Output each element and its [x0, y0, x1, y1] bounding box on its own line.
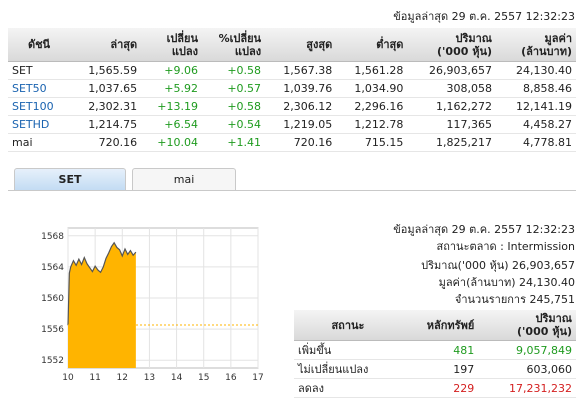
breadth-cell-label: ไม่เปลี่ยนแปลง — [294, 359, 402, 379]
cell-high: 720.16 — [265, 133, 337, 152]
index-summary-table: ดัชนี ล่าสุด เปลี่ยน แปลง %เปลี่ยน แปลง สู… — [8, 28, 576, 152]
x-tick-label: 13 — [144, 373, 155, 383]
market-tab-bar: SET mai — [8, 168, 576, 191]
index-name-link[interactable]: SETHD — [8, 115, 71, 134]
cell-volume: 1,162,272 — [407, 97, 497, 116]
cell-last: 2,302.31 — [70, 97, 142, 116]
market-status-text: สถานะตลาด : Intermission — [436, 240, 576, 253]
cell-low: 1,212.78 — [336, 115, 408, 134]
y-tick-label: 1556 — [41, 325, 64, 335]
x-tick-label: 10 — [62, 373, 74, 383]
y-tick-label: 1560 — [41, 294, 64, 304]
total-deals-text: จำนวนรายการ 245,751 — [454, 293, 575, 306]
table-row: mai 720.16 +10.04 +1.41 720.16 715.15 1,825,21… — [8, 133, 576, 152]
chart-last-updated-text: ข้อมูลล่าสุด 29 ต.ค. 2557 12:32:23 — [393, 223, 575, 236]
col-header-value: มูลค่า (ล้านบาท) — [496, 28, 576, 62]
cell-pct: +1.41 — [202, 133, 266, 152]
x-tick-label: 17 — [252, 373, 263, 383]
cell-low: 1,034.90 — [336, 79, 408, 98]
breadth-cell-count: 229 — [401, 378, 479, 398]
total-volume-text: ปริมาณ('000 หุ้น) 26,903,657 — [421, 259, 575, 272]
col-header-index: ดัชนี — [8, 28, 71, 62]
cell-last: 1,037.65 — [70, 79, 142, 98]
series-line — [67, 241, 137, 326]
tab-set[interactable]: SET — [14, 168, 126, 190]
table-row: SET100 2,302.31 +13.19 +0.58 2,306.12 2,296.1… — [8, 97, 576, 116]
x-tick-label: 11 — [89, 373, 100, 383]
breadth-cell-count: 197 — [401, 359, 479, 379]
index-table-header-row: ดัชนี ล่าสุด เปลี่ยน แปลง %เปลี่ยน แปลง สู… — [8, 28, 576, 62]
x-tick-label: 15 — [198, 373, 209, 383]
col-header-change: เปลี่ยน แปลง — [141, 28, 203, 62]
col-header-high: สูงสุด — [265, 28, 337, 62]
cell-pct: +0.57 — [202, 79, 266, 98]
table-row: ไม่เปลี่ยนแปลง 197 603,060 — [294, 359, 576, 379]
series-area — [68, 242, 136, 368]
breadth-cell-volume: 17,231,232 — [478, 378, 576, 398]
cell-last: 1,214.75 — [70, 115, 142, 134]
col-header-low: ต่ำสุด — [336, 28, 408, 62]
cell-value: 24,130.40 — [496, 61, 576, 80]
breadth-cell-label: เพิ่มขึ้น — [294, 340, 402, 360]
table-row: SET 1,565.59 +9.06 +0.58 1,567.38 1,561.28 26,… — [8, 61, 576, 80]
cell-value: 8,858.46 — [496, 79, 576, 98]
index-name-link: SET — [8, 61, 71, 80]
cell-volume: 117,365 — [407, 115, 497, 134]
breadth-header-row: สถานะ หลักทรัพย์ ปริมาณ ('000 หุ้น) — [294, 310, 576, 341]
x-tick-label: 16 — [225, 373, 237, 383]
cell-change: +6.54 — [141, 115, 203, 134]
cell-change: +5.92 — [141, 79, 203, 98]
breadth-cell-count: 481 — [401, 340, 479, 360]
cell-change: +13.19 — [141, 97, 203, 116]
col-header-breadth-volume: ปริมาณ ('000 หุ้น) — [478, 310, 576, 341]
y-tick-label: 1552 — [41, 356, 64, 366]
table-row: ลดลง 229 17,231,232 — [294, 378, 576, 398]
cell-low: 2,296.16 — [336, 97, 408, 116]
breadth-cell-volume: 9,057,849 — [478, 340, 576, 360]
cell-high: 1,219.05 — [265, 115, 337, 134]
index-name-link[interactable]: SET100 — [8, 97, 71, 116]
cell-change: +10.04 — [141, 133, 203, 152]
cell-last: 1,565.59 — [70, 61, 142, 80]
cell-high: 1,039.76 — [265, 79, 337, 98]
x-tick-label: 12 — [117, 373, 128, 383]
table-row: เพิ่มขึ้น 481 9,057,849 — [294, 340, 576, 360]
cell-high: 1,567.38 — [265, 61, 337, 80]
cell-value: 4,458.27 — [496, 115, 576, 134]
cell-pct: +0.58 — [202, 61, 266, 80]
cell-last: 720.16 — [70, 133, 142, 152]
cell-pct: +0.58 — [202, 97, 266, 116]
index-name-link[interactable]: mai — [8, 133, 71, 152]
cell-high: 2,306.12 — [265, 97, 337, 116]
table-row: SETHD 1,214.75 +6.54 +0.54 1,219.05 1,212.78 1… — [8, 115, 576, 134]
cell-low: 715.15 — [336, 133, 408, 152]
market-breadth-table: สถานะ หลักทรัพย์ ปริมาณ ('000 หุ้น) เพิ่ม… — [294, 310, 576, 398]
intraday-index-chart: 10 11 12 13 14 15 16 17 1568 1564 1560 1556 1552 — [41, 227, 264, 383]
x-tick-label: 14 — [171, 373, 183, 383]
table-row: SET50 1,037.65 +5.92 +0.57 1,039.76 1,034.90 3… — [8, 79, 576, 98]
last-updated-text: ข้อมูลล่าสุด 29 ต.ค. 2557 12:32:23 — [393, 10, 575, 23]
cell-value: 12,141.19 — [496, 97, 576, 116]
breadth-cell-volume: 603,060 — [478, 359, 576, 379]
cell-change: +9.06 — [141, 61, 203, 80]
cell-volume: 308,058 — [407, 79, 497, 98]
col-header-securities: หลักทรัพย์ — [401, 310, 479, 341]
cell-pct: +0.54 — [202, 115, 266, 134]
col-header-volume: ปริมาณ ('000 หุ้น) — [407, 28, 497, 62]
index-name-link[interactable]: SET50 — [8, 79, 71, 98]
total-value-text: มูลค่า(ล้านบาท) 24,130.40 — [438, 276, 575, 289]
col-header-last: ล่าสุด — [70, 28, 142, 62]
tab-mai[interactable]: mai — [132, 168, 236, 190]
cell-low: 1,561.28 — [336, 61, 408, 80]
cell-volume: 26,903,657 — [407, 61, 497, 80]
y-tick-label: 1564 — [41, 263, 64, 273]
cell-value: 4,778.81 — [496, 133, 576, 152]
col-header-pct-change: %เปลี่ยน แปลง — [202, 28, 266, 62]
breadth-cell-label: ลดลง — [294, 378, 402, 398]
col-header-status: สถานะ — [294, 310, 402, 341]
cell-volume: 1,825,217 — [407, 133, 497, 152]
y-tick-label: 1568 — [41, 232, 64, 242]
